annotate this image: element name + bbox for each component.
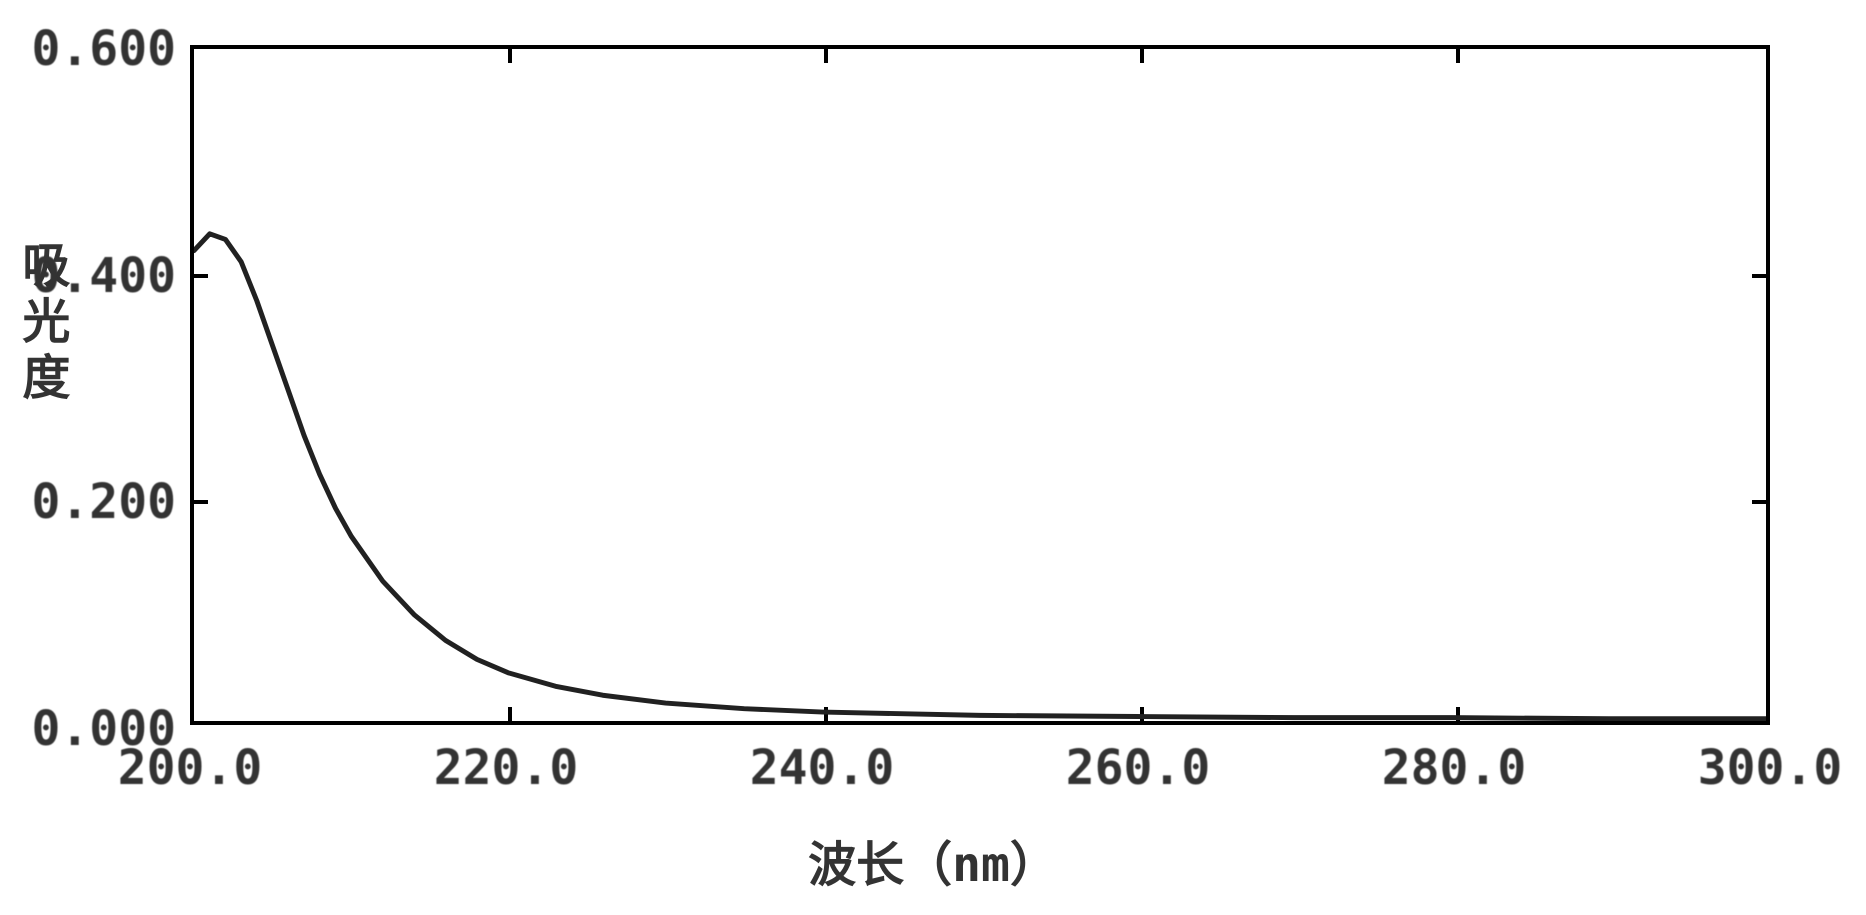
spectrum-line [194,49,1766,721]
y-tick-label: 0.600 [32,21,177,77]
x-tick-label: 280.0 [1382,740,1527,796]
plot-area [190,45,1770,725]
y-tick-label: 0.400 [32,248,177,304]
x-tick-label: 220.0 [434,740,579,796]
y-tick-label: 0.200 [32,474,177,530]
x-axis-label: 波长（nm） [808,825,1058,895]
x-tick-label: 240.0 [750,740,895,796]
x-tick-label: 200.0 [118,740,263,796]
x-tick-label: 300.0 [1698,740,1843,796]
x-tick-label: 260.0 [1066,740,1211,796]
spectrum-chart: 吸光度 波长（nm） 0.0000.2000.4000.600 200.0220… [0,0,1866,915]
